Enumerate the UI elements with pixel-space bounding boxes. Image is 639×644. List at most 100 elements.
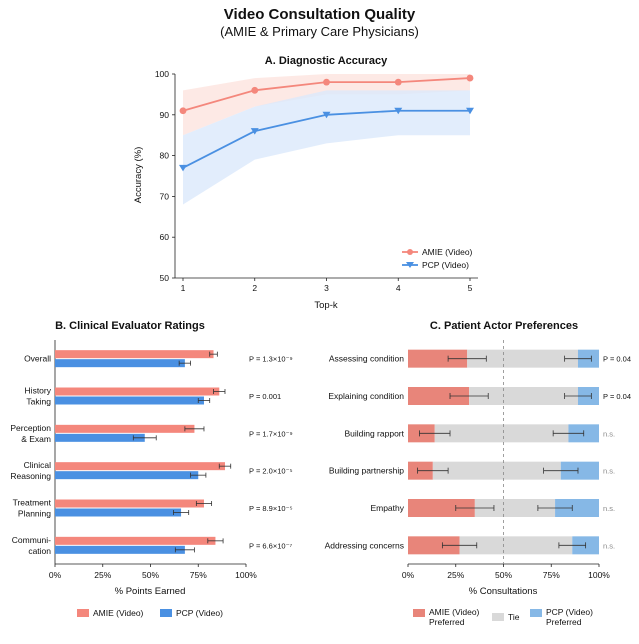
x-tick-label: 3 bbox=[324, 283, 329, 293]
legend-label: AMIE (Video) bbox=[422, 247, 473, 257]
figure-subtitle: (AMIE & Primary Care Physicians) bbox=[220, 24, 419, 39]
stack-segment-tie bbox=[474, 499, 556, 517]
bar-pcp bbox=[55, 396, 204, 405]
x-tick-label: 5 bbox=[468, 283, 473, 293]
x-tick-label: 25% bbox=[447, 570, 464, 580]
category-label: History bbox=[25, 386, 52, 396]
x-tick-label: 100% bbox=[235, 570, 257, 580]
y-tick-label: 60 bbox=[160, 232, 170, 242]
stack-segment-pcp bbox=[560, 461, 599, 480]
significance-label: n.s. bbox=[603, 429, 615, 438]
panel-b-xlabel: % Points Earned bbox=[115, 586, 186, 597]
x-tick-label: 100% bbox=[588, 570, 610, 580]
significance-label: P = 0.04 bbox=[603, 355, 631, 364]
stack-segment-tie bbox=[434, 424, 569, 443]
x-tick-label: 4 bbox=[396, 283, 401, 293]
category-label: Building rapport bbox=[344, 428, 404, 438]
category-label: Taking bbox=[26, 397, 51, 407]
panel-c-title: C. Patient Actor Preferences bbox=[430, 320, 578, 332]
stack-segment-tie bbox=[459, 536, 573, 555]
x-tick-label: 0% bbox=[49, 570, 62, 580]
p-value-label: P = 1.3×10⁻⁹ bbox=[249, 355, 293, 364]
bar-pcp bbox=[55, 471, 199, 480]
stack-segment-amie bbox=[408, 387, 470, 405]
stack-segment-tie bbox=[467, 349, 578, 368]
panel-a-title: A. Diagnostic Accuracy bbox=[265, 55, 388, 67]
category-label: & Exam bbox=[21, 434, 51, 444]
category-label: Overall bbox=[24, 354, 51, 364]
significance-label: n.s. bbox=[603, 541, 615, 550]
legend-marker-amie bbox=[407, 249, 413, 255]
bar-pcp bbox=[55, 359, 185, 368]
legend-label: PCP (Video) bbox=[422, 260, 469, 270]
bar-pcp bbox=[55, 545, 185, 554]
significance-label: n.s. bbox=[603, 504, 615, 513]
category-label: cation bbox=[28, 546, 51, 556]
data-point-pcp bbox=[179, 164, 187, 172]
stack-segment-amie bbox=[408, 536, 460, 555]
y-tick-label: 100 bbox=[155, 69, 169, 79]
p-value-label: P = 0.001 bbox=[249, 392, 281, 401]
x-tick-label: 2 bbox=[252, 283, 257, 293]
category-label: Perception bbox=[10, 423, 51, 433]
data-point-amie bbox=[251, 86, 259, 94]
legend-swatch-pcp bbox=[160, 609, 172, 617]
x-tick-label: 25% bbox=[94, 570, 111, 580]
category-label: Clinical bbox=[24, 460, 52, 470]
bar-amie bbox=[55, 350, 214, 359]
figure-title: Video Consultation Quality bbox=[224, 6, 416, 23]
y-tick-label: 80 bbox=[160, 151, 170, 161]
bar-pcp bbox=[55, 433, 145, 442]
category-label: Assessing condition bbox=[329, 354, 404, 364]
category-label: Explaining condition bbox=[328, 391, 404, 401]
data-point-amie bbox=[394, 78, 402, 86]
data-point-pcp bbox=[466, 107, 474, 115]
bar-amie bbox=[55, 462, 225, 471]
legend-marker-pcp bbox=[406, 262, 414, 268]
category-label: Reasoning bbox=[10, 471, 51, 481]
legend-label: Tie bbox=[508, 612, 520, 622]
category-label: Planning bbox=[18, 509, 51, 519]
data-point-amie bbox=[179, 107, 187, 115]
legend-label: AMIE (Video) bbox=[93, 608, 144, 618]
data-point-pcp bbox=[394, 107, 403, 115]
x-tick-label: 75% bbox=[190, 570, 207, 580]
x-tick-label: 1 bbox=[181, 283, 186, 293]
legend-swatch-tie bbox=[492, 613, 504, 621]
stack-segment-tie bbox=[432, 461, 561, 480]
legend-swatch-amie bbox=[413, 609, 425, 617]
significance-label: P = 0.04 bbox=[603, 392, 631, 401]
bar-amie bbox=[55, 387, 220, 396]
data-point-pcp bbox=[322, 111, 331, 119]
panel-b-title: B. Clinical Evaluator Ratings bbox=[55, 320, 205, 332]
category-label: Empathy bbox=[370, 503, 404, 513]
p-value-label: P = 6.6×10⁻⁷ bbox=[249, 541, 293, 550]
bar-amie bbox=[55, 536, 216, 545]
legend-label: AMIE (Video) bbox=[429, 607, 480, 617]
p-value-label: P = 1.7×10⁻⁹ bbox=[249, 429, 293, 438]
category-label: Treatment bbox=[13, 498, 52, 508]
legend-label: PCP (Video) bbox=[176, 608, 223, 618]
stack-segment-pcp bbox=[555, 499, 599, 517]
x-tick-label: 50% bbox=[142, 570, 159, 580]
significance-label: n.s. bbox=[603, 467, 615, 476]
legend-label: Preferred bbox=[429, 617, 465, 627]
panel-a-ylabel: Accuracy (%) bbox=[133, 147, 144, 203]
x-tick-label: 50% bbox=[495, 570, 512, 580]
panel-c-xlabel: % Consultations bbox=[469, 586, 538, 597]
stack-segment-tie bbox=[469, 387, 578, 405]
x-tick-label: 0% bbox=[402, 570, 415, 580]
stack-segment-amie bbox=[408, 499, 475, 517]
stack-segment-amie bbox=[408, 349, 468, 368]
legend-swatch-pcp bbox=[530, 609, 542, 617]
legend-label: Preferred bbox=[546, 617, 582, 627]
diagnostic-accuracy-chart: A. Diagnostic Accuracy Top-k Accuracy (%… bbox=[133, 55, 478, 311]
data-point-pcp bbox=[250, 128, 259, 135]
y-tick-label: 70 bbox=[160, 191, 170, 201]
ci-band-pcp bbox=[183, 90, 470, 205]
p-value-label: P = 8.9×10⁻⁵ bbox=[249, 504, 293, 513]
category-label: Addressing concerns bbox=[325, 540, 404, 550]
panel-a-xlabel: Top-k bbox=[314, 300, 337, 311]
y-tick-label: 90 bbox=[160, 110, 170, 120]
